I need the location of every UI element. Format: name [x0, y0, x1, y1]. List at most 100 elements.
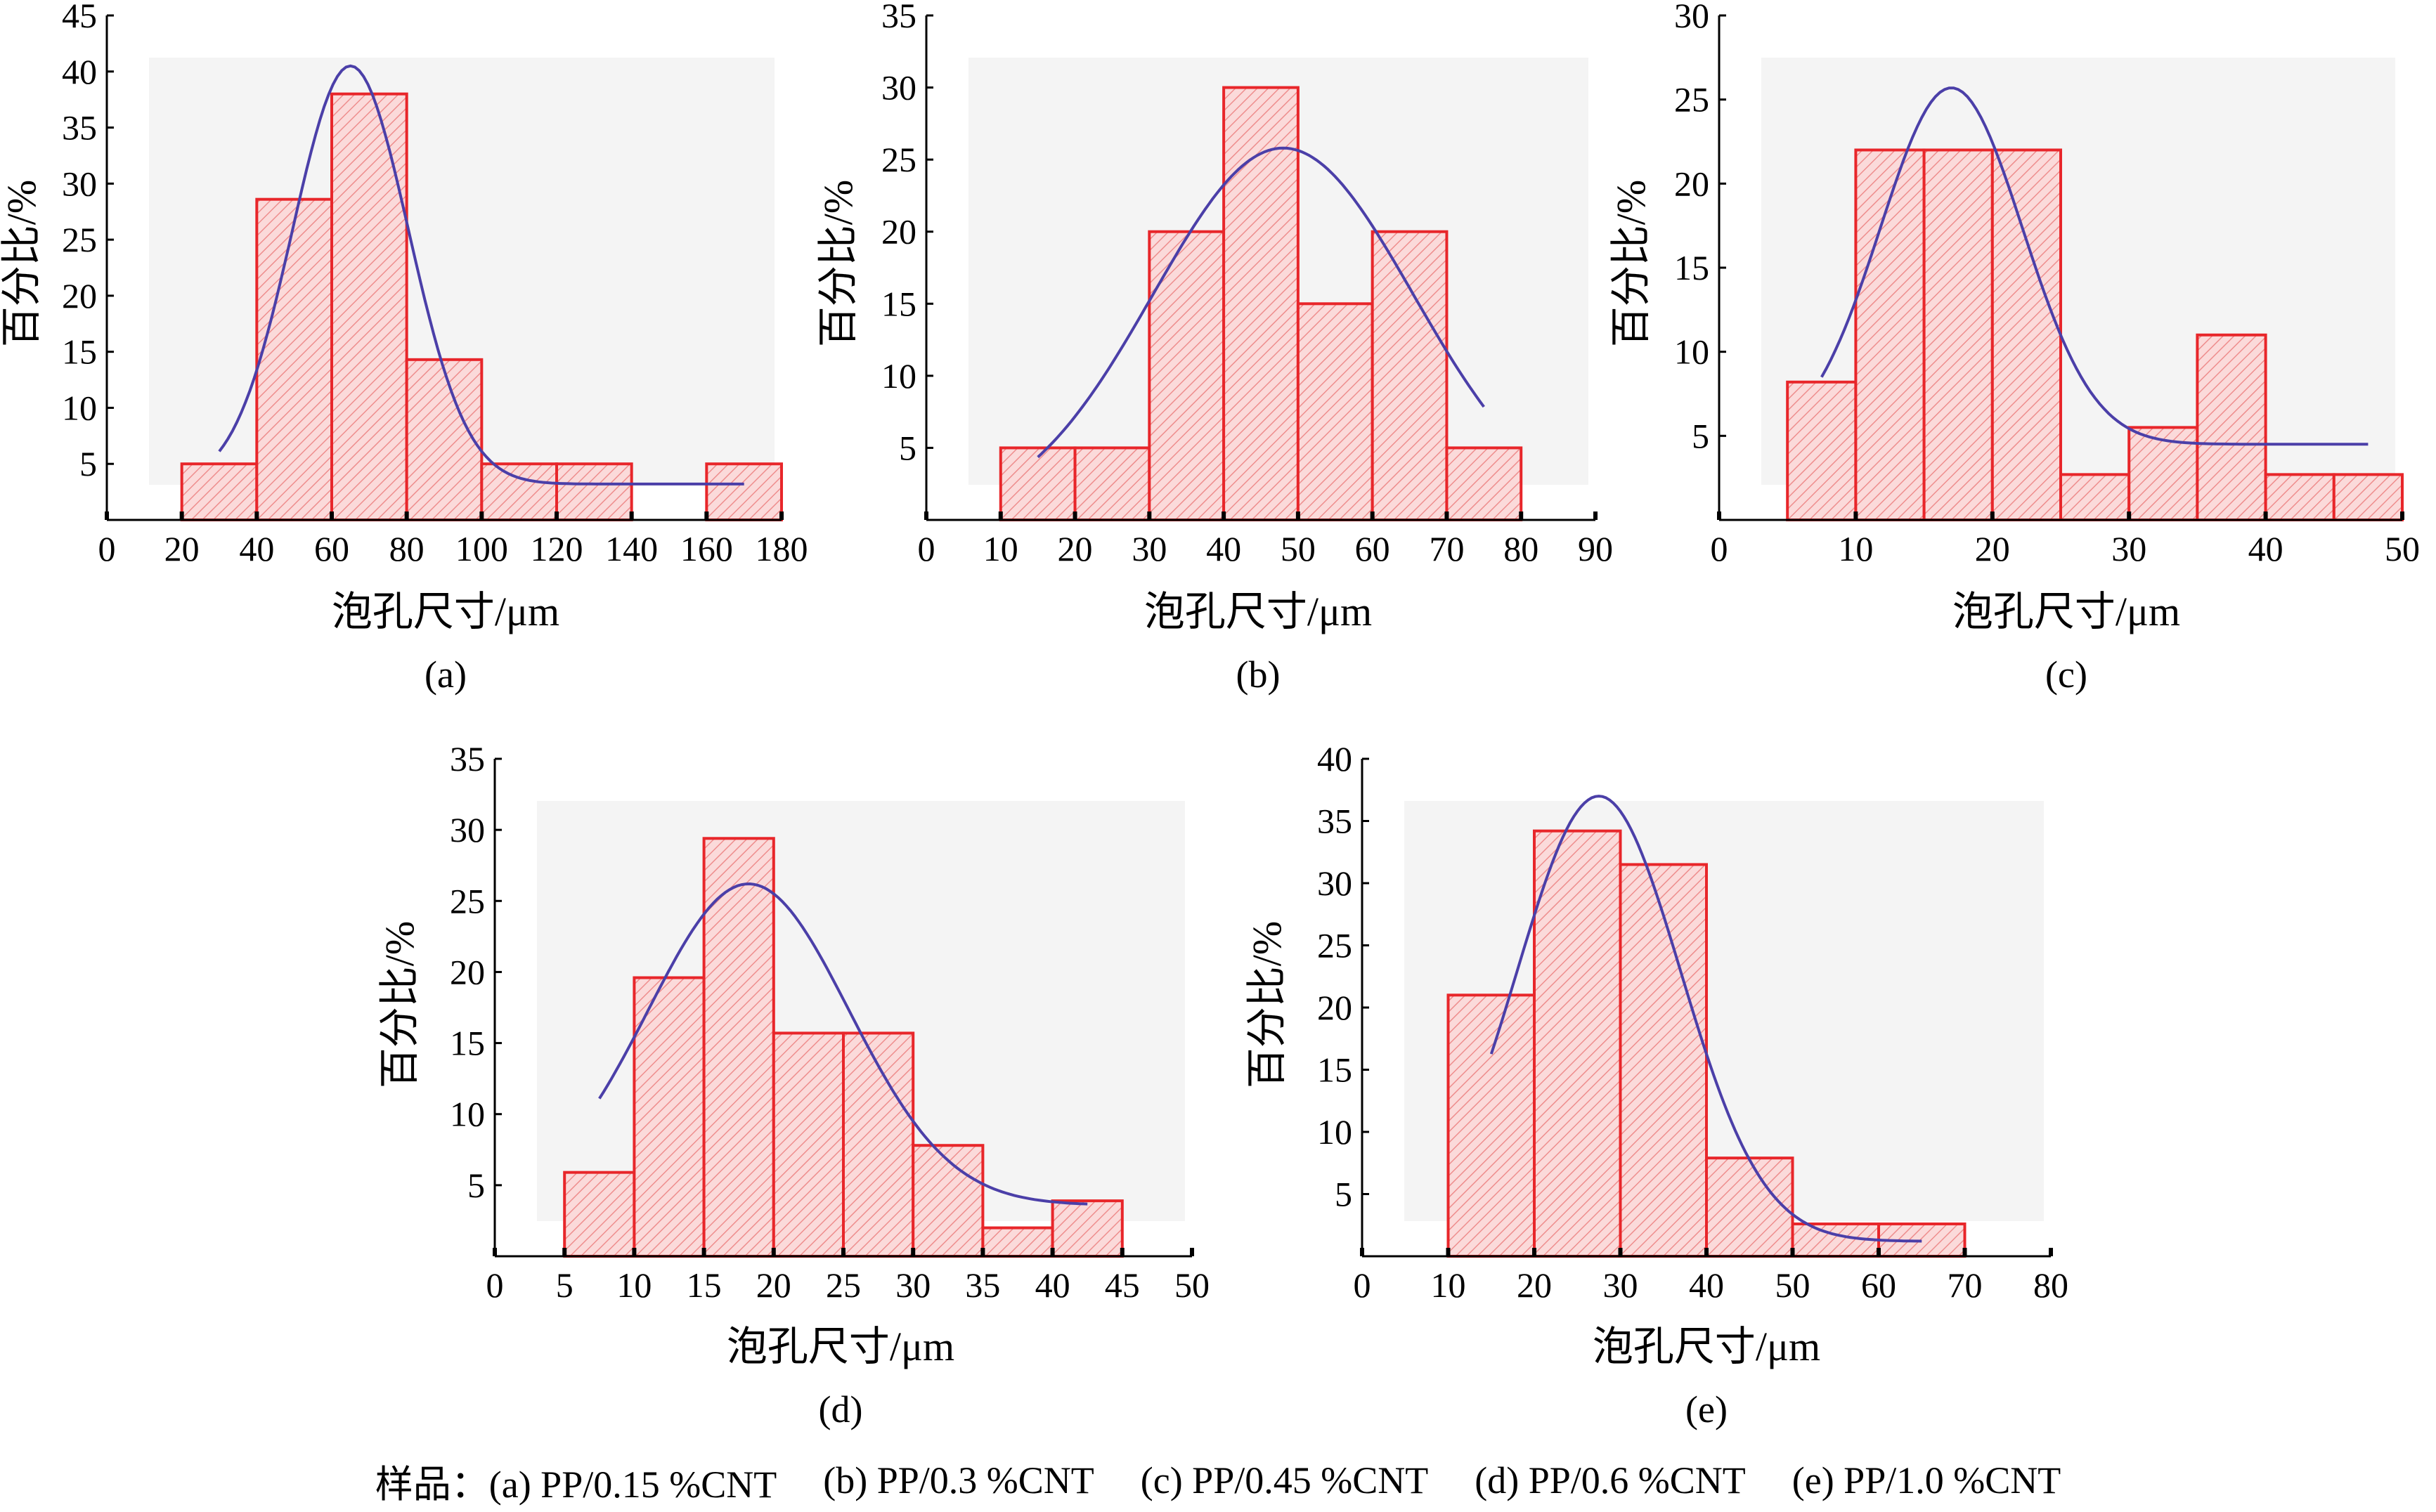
caption-prefix: 样品：	[375, 1463, 489, 1506]
x-axis-title-e: 泡孔尺寸/μm	[1593, 1324, 1820, 1369]
y-tick-label-e-15: 15	[1317, 1050, 1352, 1090]
histogram-panel-e: (e) 泡孔尺寸/μm 百分比/% 0 10 20 30 40 50 60 70 80 5 10 15…	[1244, 739, 2068, 1430]
fit-curve-b	[1037, 146, 1485, 459]
x-axis-title-b: 泡孔尺寸/μm	[1144, 589, 1372, 634]
histogram-bar-e-1	[1446, 993, 1536, 1258]
histogram-panel-c: (c) 泡孔尺寸/μm 百分比/% 0 10 20 30 40 50 5 10 15 20 25 30	[1608, 0, 2420, 696]
y-tick-label-c-5: 5	[1692, 416, 1709, 455]
x-tick-label-e-60: 60	[1861, 1265, 1896, 1305]
histogram-bar-e-3	[1619, 863, 1708, 1258]
x-tick-label-e-30: 30	[1603, 1265, 1638, 1305]
x-tick-label-b-40: 40	[1206, 529, 1241, 568]
y-axis-title-a: 百分比/%	[0, 180, 44, 347]
x-tick-label-e-80: 80	[2033, 1265, 2068, 1305]
y-tick-label-c-10: 10	[1674, 332, 1709, 372]
histogram-bar-d-2	[633, 976, 706, 1258]
caption-item-c: (c) PP/0.45 %CNT	[1140, 1459, 1429, 1501]
y-tick-label-e-35: 35	[1317, 802, 1352, 841]
x-tick-label-a-140: 140	[605, 529, 658, 568]
caption-item-b: (b) PP/0.3 %CNT	[823, 1459, 1094, 1501]
x-tick-label-e-40: 40	[1689, 1265, 1724, 1305]
x-tick-label-a-160: 160	[680, 529, 733, 568]
fit-curve-e	[1489, 795, 1922, 1243]
y-tick-label-b-10: 10	[881, 356, 916, 396]
y-tick-label-e-30: 30	[1317, 863, 1352, 903]
y-tick-label-d-10: 10	[450, 1095, 485, 1134]
histogram-bar-c-4	[1990, 148, 2063, 521]
histogram-bar-c-8	[2264, 473, 2335, 522]
caption-item-a: (a) PP/0.15 %CNT	[488, 1463, 777, 1506]
x-tick-label-b-20: 20	[1058, 529, 1093, 568]
histogram-bar-d-1	[563, 1171, 636, 1258]
x-tick-label-d-45: 45	[1105, 1265, 1140, 1305]
x-axis-title-a: 泡孔尺寸/μm	[332, 589, 559, 634]
histogram-bar-b-5	[1296, 302, 1374, 521]
y-tick-label-b-5: 5	[899, 428, 916, 467]
histogram-bar-d-3	[702, 837, 775, 1258]
y-axis-title-c: 百分比/%	[1608, 180, 1654, 347]
x-tick-label-a-100: 100	[455, 529, 508, 568]
x-tick-label-d-40: 40	[1035, 1265, 1070, 1305]
x-tick-label-a-180: 180	[756, 529, 808, 568]
y-tick-label-c-15: 15	[1674, 248, 1709, 287]
x-tick-label-c-40: 40	[2248, 529, 2283, 568]
x-tick-label-c-10: 10	[1838, 529, 1873, 568]
x-tick-label-e-70: 70	[1948, 1265, 1983, 1305]
panel-label-a: (a)	[425, 653, 467, 696]
histogram-panel-b: (b) 泡孔尺寸/μm 百分比/% 0 10 20 30 40 50 60 70 80 90 5 10…	[815, 0, 1613, 696]
panel-label-c: (c)	[2045, 653, 2087, 696]
caption-item-d: (d) PP/0.6 %CNT	[1475, 1459, 1746, 1501]
histogram-bar-c-2	[1854, 148, 1926, 521]
histogram-panel-d: (d) 泡孔尺寸/μm 百分比/% 0 5 10 15 20 25 30 35 40 45 50 5 1…	[377, 739, 1210, 1430]
x-axis-title-d: 泡孔尺寸/μm	[727, 1324, 954, 1369]
y-tick-label-a-35: 35	[62, 108, 97, 148]
y-axis-title-d: 百分比/%	[377, 921, 422, 1088]
x-tick-label-c-50: 50	[2385, 529, 2420, 568]
y-tick-label-a-15: 15	[62, 332, 97, 372]
y-axis-title-b: 百分比/%	[815, 180, 861, 347]
x-tick-label-c-30: 30	[2111, 529, 2146, 568]
x-tick-label-a-20: 20	[164, 529, 200, 568]
y-tick-label-d-5: 5	[467, 1166, 485, 1205]
y-tick-label-d-30: 30	[450, 810, 485, 849]
histogram-bar-d-5	[842, 1031, 915, 1258]
y-tick-label-b-35: 35	[881, 0, 916, 35]
y-tick-label-b-25: 25	[881, 140, 916, 179]
panel-label-b: (b)	[1236, 653, 1281, 696]
x-tick-label-d-30: 30	[895, 1265, 931, 1305]
histogram-bar-c-1	[1786, 380, 1858, 521]
histogram-bar-a-7	[705, 462, 783, 522]
y-tick-label-a-40: 40	[62, 52, 97, 91]
y-tick-label-a-5: 5	[79, 444, 97, 483]
x-axis-title-c: 泡孔尺寸/μm	[1952, 589, 2180, 634]
caption-item-e: (e) PP/1.0 %CNT	[1792, 1459, 2061, 1501]
histogram-bar-a-2	[255, 197, 334, 521]
x-tick-label-d-15: 15	[687, 1265, 722, 1305]
x-tick-label-e-20: 20	[1517, 1265, 1552, 1305]
fit-curve-c	[1820, 86, 2369, 446]
y-tick-label-a-30: 30	[62, 164, 97, 203]
histogram-bar-b-4	[1222, 86, 1300, 522]
histogram-bar-a-4	[405, 358, 484, 521]
x-tick-label-a-0: 0	[98, 529, 116, 568]
y-tick-label-d-35: 35	[450, 739, 485, 778]
x-tick-label-b-80: 80	[1503, 529, 1538, 568]
x-tick-label-d-0: 0	[486, 1265, 504, 1305]
x-tick-label-d-35: 35	[965, 1265, 1000, 1305]
y-tick-label-d-20: 20	[450, 952, 485, 991]
y-tick-label-e-20: 20	[1317, 988, 1352, 1027]
histogram-bar-d-4	[772, 1031, 846, 1258]
x-tick-label-d-25: 25	[826, 1265, 861, 1305]
x-tick-label-b-30: 30	[1132, 529, 1167, 568]
panel-label-d: (d)	[819, 1388, 863, 1430]
x-tick-label-e-50: 50	[1775, 1265, 1810, 1305]
x-tick-label-b-10: 10	[983, 529, 1018, 568]
histogram-bar-e-2	[1533, 829, 1622, 1258]
x-tick-label-b-0: 0	[918, 529, 935, 568]
y-tick-label-a-20: 20	[62, 276, 97, 315]
x-tick-label-c-20: 20	[1975, 529, 2010, 568]
y-tick-label-d-15: 15	[450, 1024, 485, 1063]
x-tick-label-d-5: 5	[556, 1265, 574, 1305]
x-tick-label-d-10: 10	[616, 1265, 652, 1305]
